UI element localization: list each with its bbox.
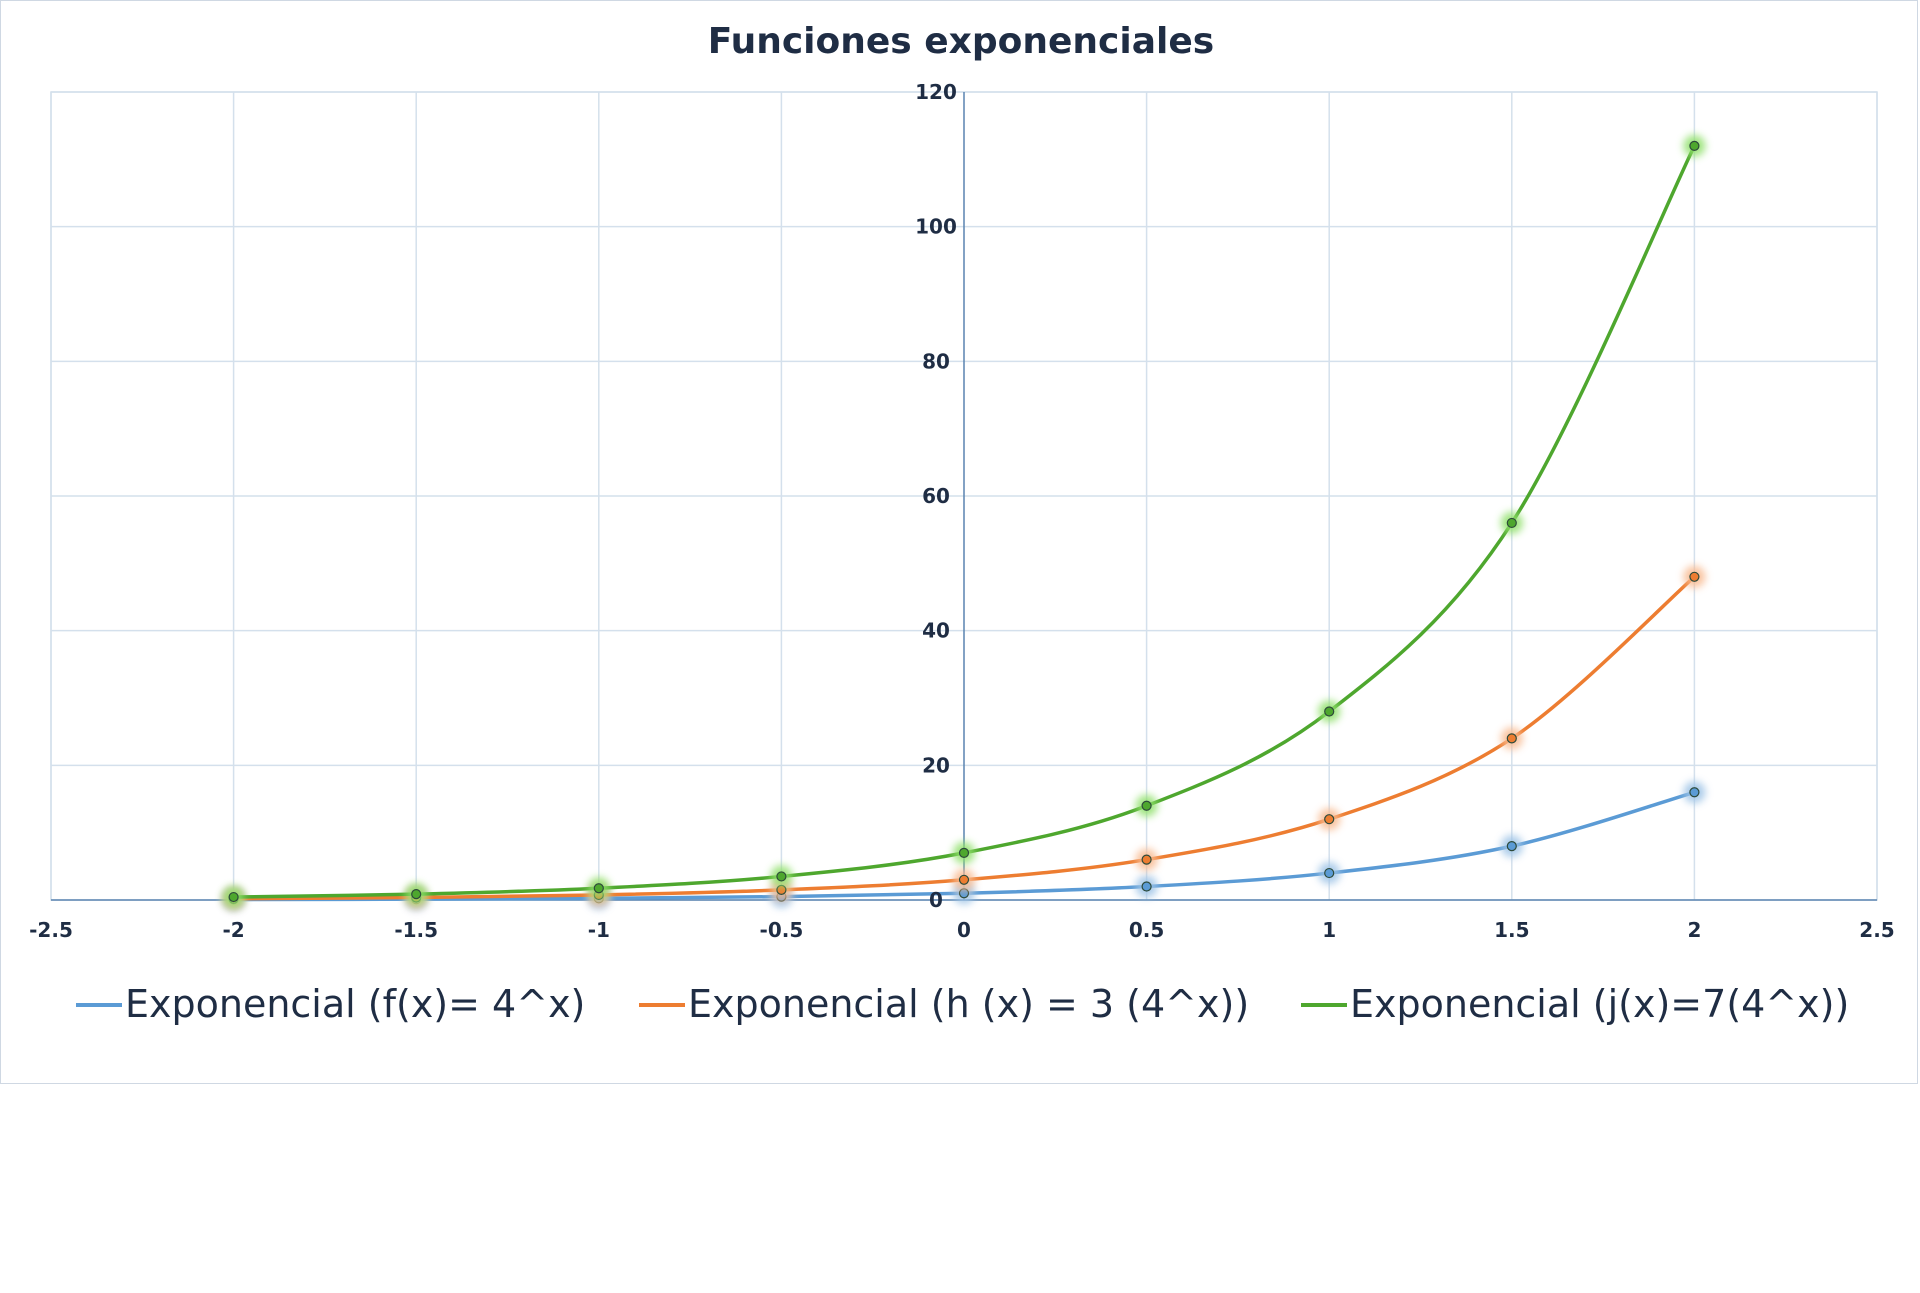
data-point bbox=[228, 891, 239, 903]
y-tick-label: 100 bbox=[915, 215, 957, 239]
data-point bbox=[1506, 733, 1517, 744]
legend: Exponencial (f(x)= 4^x) Exponencial (h (x… bbox=[76, 982, 1849, 1026]
legend-label: Exponencial (h (x) = 3 (4^x)) bbox=[688, 982, 1249, 1026]
x-tick-label: 2 bbox=[1687, 918, 1701, 942]
chart-svg: Funciones exponenciales -2.5 -2 -1.5 -1 -0.5… bbox=[29, 21, 1895, 1026]
x-tick-label: 2.5 bbox=[1859, 918, 1894, 942]
data-point bbox=[1506, 841, 1517, 852]
data-point bbox=[776, 871, 787, 882]
data-point bbox=[1141, 800, 1152, 811]
chart-title: Funciones exponenciales bbox=[708, 21, 1214, 62]
x-tick-label: -1.5 bbox=[394, 918, 438, 942]
data-point bbox=[958, 847, 970, 858]
legend-label: Exponencial (j(x)=7(4^x)) bbox=[1350, 982, 1849, 1026]
legend-label: Exponencial (f(x)= 4^x) bbox=[125, 982, 585, 1026]
y-tick-label: 40 bbox=[922, 619, 950, 643]
x-tick-label: 1 bbox=[1322, 918, 1336, 942]
series-layer bbox=[222, 134, 1706, 911]
y-tick-label: 120 bbox=[915, 80, 957, 104]
y-tick-label: 80 bbox=[922, 349, 950, 373]
x-tick-label: -1 bbox=[588, 918, 610, 942]
y-tick-label: 60 bbox=[922, 484, 950, 508]
y-tick-label: 20 bbox=[922, 753, 950, 777]
x-tick-label: -2.5 bbox=[29, 918, 73, 942]
y-tick-label: 0 bbox=[929, 888, 943, 912]
data-point bbox=[1689, 787, 1700, 798]
chart-frame: Funciones exponenciales -2.5 -2 -1.5 -1 -0.5… bbox=[0, 0, 1918, 1084]
x-tick-label: 1.5 bbox=[1494, 918, 1529, 942]
x-tick-label: -0.5 bbox=[760, 918, 804, 942]
data-point bbox=[1324, 814, 1335, 825]
data-point bbox=[1689, 140, 1700, 151]
x-tick-label: 0.5 bbox=[1129, 918, 1164, 942]
tick-labels: -2.5 -2 -1.5 -1 -0.5 0 0.5 1 1.5 2 2.5 0 20 40 60 80 100… bbox=[29, 80, 1895, 942]
data-point bbox=[958, 874, 970, 885]
data-point bbox=[1141, 881, 1152, 892]
series-3 bbox=[222, 134, 1706, 909]
data-point bbox=[1506, 517, 1517, 529]
data-point bbox=[1324, 867, 1335, 879]
x-tick-label: 0 bbox=[957, 918, 971, 942]
x-tick-label: -2 bbox=[222, 918, 244, 942]
data-point bbox=[1141, 854, 1152, 865]
data-point bbox=[411, 889, 422, 900]
data-point bbox=[593, 883, 604, 894]
data-point bbox=[1689, 571, 1700, 582]
data-point bbox=[1324, 706, 1335, 717]
